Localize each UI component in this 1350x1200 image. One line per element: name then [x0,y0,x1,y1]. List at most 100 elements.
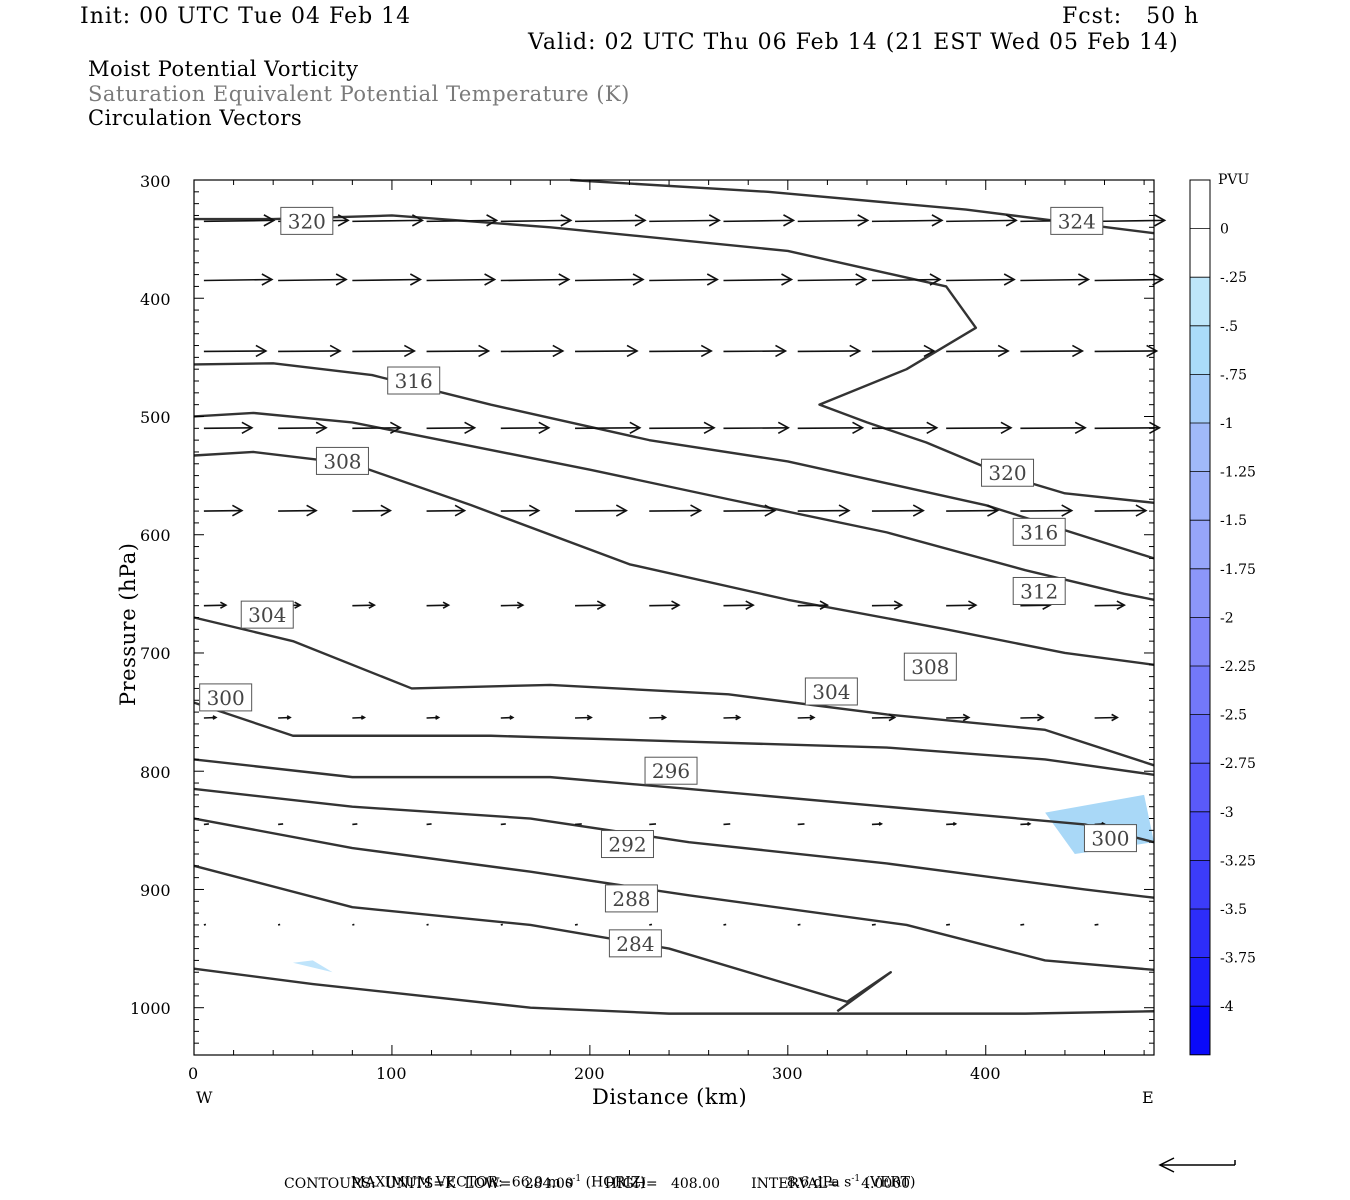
vector-head [888,713,897,722]
vector-head [368,601,377,609]
vector-head [560,214,573,227]
axis-ticks [193,179,1154,1055]
vector-head [220,601,228,609]
colorbar-label: -3.75 [1220,951,1256,967]
vector-head [558,273,571,286]
colorbar-swatch [1190,763,1210,812]
contour-label-box [644,756,698,785]
vector-arrow [649,350,712,353]
vector-head [212,715,218,720]
colorbar-unit: PVU [1218,172,1250,188]
contour-label-308: 308 [323,449,361,473]
contour-label-box [199,683,253,712]
vector-arrow [574,923,578,926]
y-tick-600: 600 [140,526,171,545]
x-tick-0: 0 [188,1064,199,1083]
contour-label-layer: 320 324 316 308 320 316 312 304 308 300 304 296 300 2… [199,206,1137,958]
vector-arrow [871,219,942,223]
vector-head [380,504,393,517]
vector-arrow [278,509,317,512]
valid-time: Valid: 02 UTC Thu 06 Feb 14 (21 EST Wed … [528,30,1179,55]
vector-arrow [797,604,828,607]
vector-head [857,214,870,227]
vector-head [1037,713,1045,722]
field-title-theta-es: Saturation Equivalent Potential Temperat… [88,82,630,106]
colorbar-swatch [1190,228,1210,278]
reference-vector-icon [1158,1157,1236,1173]
vector-arrow [1094,278,1163,282]
vector-arrow [723,716,740,719]
colorbar-swatch [1190,325,1210,375]
vector-head [538,421,551,435]
vector-arrow [649,278,718,282]
contour-label-box [280,206,334,235]
field-title-mpv: Moist Potential Vorticity [88,57,359,81]
colorbar-swatch [1190,714,1210,764]
vector-head [952,821,958,826]
vector-head [987,504,1000,517]
contour-label-308: 308 [911,655,949,679]
vector-head [403,344,417,358]
contour-312 [193,450,1155,666]
vector-head [777,421,790,435]
vector-head [1116,600,1126,610]
colorbar-label: -.75 [1220,367,1247,383]
contour-label-288: 288 [612,887,650,911]
vert-exponent: -1 [851,1174,861,1184]
vector-head [735,714,742,721]
vector-arrow [575,716,592,719]
vector-head [1149,421,1162,435]
contour-label-304: 304 [248,603,286,627]
vector-head [819,600,830,610]
y-tick-900: 900 [140,881,171,900]
y-tick-800: 800 [140,763,171,782]
vector-arrow [1094,350,1157,353]
contour-label-316: 316 [395,369,433,393]
vector-arrow [723,219,794,223]
contour-284 [193,967,1155,1015]
contour-label-296: 296 [652,759,690,783]
vector-arrow [500,278,569,282]
contour-label-292: 292 [608,833,646,857]
vector-head [478,344,491,358]
vector-arrow [723,509,775,512]
vector-arrow [352,427,401,430]
x-tick-100: 100 [376,1064,407,1083]
contour-316 [193,411,1155,601]
colorbar-swatch [1190,1006,1210,1055]
vector-head [878,821,884,826]
vector-head [596,600,607,610]
init-time: Init: 00 UTC Tue 04 Feb 14 [80,4,412,29]
vector-arrow [797,716,814,719]
vector-head [849,344,862,358]
vector-head [1005,214,1018,227]
horiz-tag: (HORIZ) [585,1174,646,1191]
vector-head [263,214,276,227]
vector-head [442,601,451,609]
colorbar-label: -1.25 [1220,465,1256,481]
vector-arrow [649,219,720,223]
vector-arrow [352,716,365,719]
vector-head [528,504,541,517]
vector-head [926,421,939,435]
vector-head [1152,273,1165,286]
vector-head [241,421,254,435]
vector-arrow [352,509,391,512]
vector-arrow [352,823,358,826]
y-tick-500: 500 [140,408,171,427]
vector-arrow [203,278,272,282]
vector-head [1003,273,1016,286]
contour-label-box [1012,517,1066,546]
colorbar-label: -2.25 [1220,659,1256,675]
vector-arrow [1094,923,1099,926]
contour-label-box [315,446,369,475]
vector-arrow [723,604,754,607]
vector-arrow [278,716,291,719]
vector-head [411,214,425,227]
vector-head [634,214,647,227]
contour-label-304: 304 [812,680,850,704]
colorbar-label: -3 [1220,805,1234,821]
vector-arrow [649,716,666,719]
vector-arrow [575,350,638,353]
contour-316 [193,362,1155,560]
